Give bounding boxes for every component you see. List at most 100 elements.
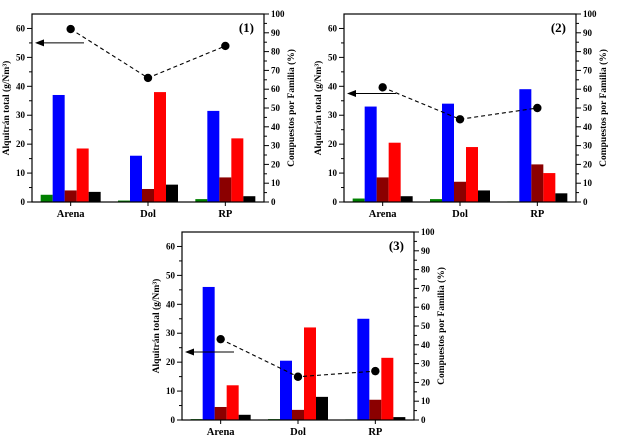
right-tick-label: 80 xyxy=(421,265,431,275)
left-arrow-head-icon xyxy=(347,90,356,98)
left-tick-label: 50 xyxy=(328,52,338,62)
right-axis-title: Compuestos por Familia (%) xyxy=(286,49,297,167)
bar-series-green xyxy=(195,199,208,202)
right-tick-label: 30 xyxy=(421,359,431,369)
bar-series-darkred xyxy=(531,164,544,202)
left-tick-label: 20 xyxy=(166,357,176,367)
left-tick-label: 40 xyxy=(166,299,176,309)
panel-number-label: (1) xyxy=(239,20,254,35)
left-tick-label: 10 xyxy=(166,386,176,396)
bar-series-black xyxy=(478,190,490,202)
bar-series-blue xyxy=(130,155,142,202)
right-tick-label: 40 xyxy=(271,122,281,132)
panel-number-label: (2) xyxy=(551,20,566,35)
percent-dot-marker xyxy=(221,41,230,51)
x-category-label: Arena xyxy=(57,209,86,220)
bar-series-red xyxy=(226,385,239,420)
right-tick-label: 90 xyxy=(583,28,593,38)
left-tick-label: 60 xyxy=(16,23,26,33)
bar-series-black xyxy=(393,417,406,420)
left-arrow-head-icon xyxy=(35,39,44,47)
bar-series-blue xyxy=(52,94,65,202)
right-tick-label: 30 xyxy=(583,141,593,151)
right-tick-label: 20 xyxy=(583,159,593,169)
left-tick-label: 0 xyxy=(21,197,26,207)
bar-series-green xyxy=(118,200,130,202)
left-axis-title: Alquitrán total (g/Nm³) xyxy=(1,61,12,156)
bar-series-blue xyxy=(280,360,292,420)
plot-frame xyxy=(181,231,415,421)
bar-series-black xyxy=(88,191,101,202)
right-tick-label: 60 xyxy=(421,302,431,312)
bar-series-black xyxy=(243,196,256,202)
right-tick-label: 60 xyxy=(271,84,281,94)
bar-series-red xyxy=(76,148,89,202)
right-tick-label: 50 xyxy=(271,103,281,113)
chart-svg-2: 0 10 20 30 40 50 60 0 10 20 30 40 50 60 70 80 90 100 Arena… xyxy=(313,9,609,220)
right-axis-title: Compuestos por Familia (%) xyxy=(598,49,609,167)
bar-series-blue xyxy=(442,103,454,202)
right-tick-label: 20 xyxy=(421,377,431,387)
bar-series-darkred xyxy=(214,406,227,420)
bar-series-black xyxy=(166,184,178,202)
left-tick-label: 10 xyxy=(328,168,338,178)
left-tick-label: 20 xyxy=(16,139,26,149)
percent-dot-marker xyxy=(371,366,380,376)
percent-line xyxy=(220,338,376,378)
chart-panel-1: 0 10 20 30 40 50 60 0 10 20 30 40 50 60 70 80 90 100 Arena… xyxy=(0,2,310,220)
percent-dot-marker xyxy=(216,334,225,344)
right-tick-label: 10 xyxy=(583,178,593,188)
left-axis-title: Alquitrán total (g/Nm³) xyxy=(151,279,162,374)
bar-series-darkred xyxy=(142,188,154,202)
bar-series-blue xyxy=(357,318,370,420)
left-tick-label: 50 xyxy=(16,52,26,62)
x-category-label: Dol xyxy=(290,427,306,438)
bar-series-darkred xyxy=(64,190,77,202)
right-tick-label: 70 xyxy=(271,65,281,75)
bar-series-green xyxy=(40,194,53,202)
x-category-label: RP xyxy=(218,209,233,220)
bar-series-blue xyxy=(519,89,532,202)
right-tick-label: 100 xyxy=(421,227,435,237)
panel-number-label: (3) xyxy=(389,238,404,253)
right-tick-label: 100 xyxy=(583,9,597,19)
percent-line xyxy=(382,86,538,120)
x-category-label: RP xyxy=(530,209,545,220)
left-tick-label: 60 xyxy=(328,23,338,33)
bar-series-blue xyxy=(202,286,215,420)
left-tick-label: 20 xyxy=(328,139,338,149)
left-arrow-head-icon xyxy=(185,348,194,356)
x-category-label: Dol xyxy=(452,209,468,220)
left-tick-label: 40 xyxy=(328,81,338,91)
right-tick-label: 40 xyxy=(583,122,593,132)
right-tick-label: 40 xyxy=(421,340,431,350)
left-tick-label: 0 xyxy=(171,415,176,425)
right-tick-label: 10 xyxy=(271,178,281,188)
x-category-label: Dol xyxy=(140,209,156,220)
x-category-label: RP xyxy=(368,427,383,438)
left-axis-title: Alquitrán total (g/Nm³) xyxy=(313,61,324,156)
right-tick-label: 80 xyxy=(271,47,281,57)
percent-dot-marker xyxy=(455,115,465,124)
plot-frame xyxy=(31,13,265,203)
bar-series-darkred xyxy=(376,177,389,202)
chart-svg-1: 0 10 20 30 40 50 60 0 10 20 30 40 50 60 70 80 90 100 Arena… xyxy=(1,9,297,220)
x-category-label: Arena xyxy=(369,209,398,220)
right-tick-label: 50 xyxy=(421,321,431,331)
chart-panel-3: 0 10 20 30 40 50 60 0 10 20 30 40 50 60 70 80 90 100 Arena… xyxy=(150,220,460,438)
left-tick-label: 40 xyxy=(16,81,26,91)
bar-series-blue xyxy=(207,110,220,202)
left-tick-label: 30 xyxy=(16,110,26,120)
left-tick-label: 10 xyxy=(16,168,26,178)
bar-series-green xyxy=(352,198,365,202)
bar-series-black xyxy=(555,193,568,202)
bar-series-black xyxy=(316,396,328,420)
bar-series-red xyxy=(231,138,244,202)
left-tick-label: 30 xyxy=(328,110,338,120)
left-tick-label: 50 xyxy=(166,270,176,280)
right-tick-label: 20 xyxy=(271,159,281,169)
right-tick-label: 0 xyxy=(583,197,588,207)
bar-series-darkred xyxy=(369,399,382,420)
bar-series-red xyxy=(154,92,166,202)
